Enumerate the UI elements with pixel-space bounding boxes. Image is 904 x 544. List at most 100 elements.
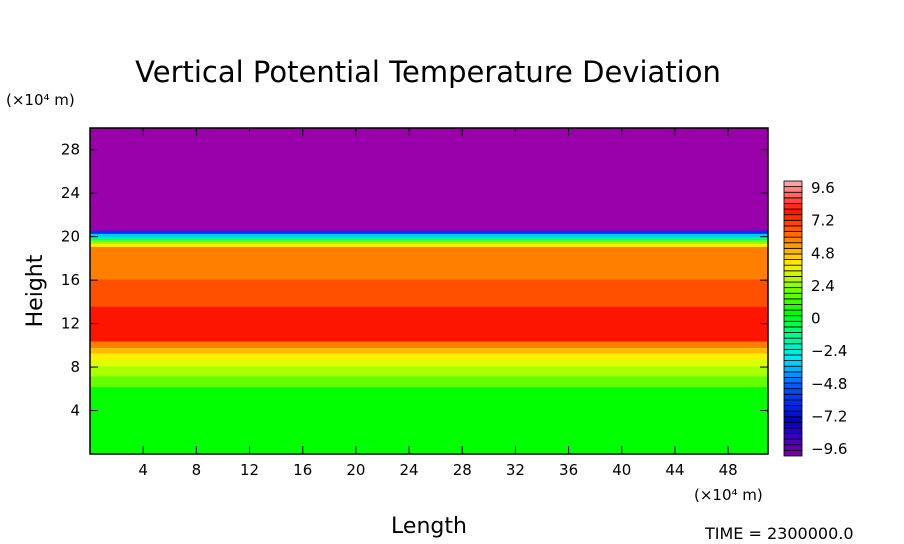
- colorbar-swatch: [783, 231, 803, 238]
- contour-band: [90, 352, 768, 359]
- colorbar-swatch: [783, 371, 803, 378]
- y-tick-label: 24: [61, 184, 80, 202]
- colorbar-label: 0: [811, 310, 821, 328]
- x-tick-label: 12: [240, 461, 259, 479]
- colorbar-swatch: [783, 360, 803, 367]
- colorbar-swatch: [783, 247, 803, 255]
- colorbar-swatch: [783, 259, 803, 266]
- plot-frame: [89, 127, 769, 455]
- x-tick-label: 20: [346, 461, 365, 479]
- y-tick-label: 16: [61, 271, 80, 289]
- y-unit: (×10⁴ m): [6, 91, 75, 109]
- contour-band: [90, 386, 768, 455]
- x-tick-label: 32: [506, 461, 525, 479]
- contour-band: [90, 128, 768, 231]
- y-tick-label: 20: [61, 228, 80, 246]
- colorbar-swatch: [783, 197, 803, 204]
- colorbar-label: −7.2: [811, 407, 847, 425]
- x-tick-label: 44: [665, 461, 684, 479]
- contour-band: [90, 230, 768, 234]
- colorbar-swatch: [783, 382, 803, 390]
- y-axis-label: Height: [23, 254, 48, 327]
- colorbar-swatch: [783, 309, 803, 317]
- colorbar-swatch: [783, 304, 803, 311]
- colorbar-swatch: [783, 298, 803, 305]
- x-unit: (×10⁴ m): [694, 486, 763, 504]
- colorbar-swatch: [783, 253, 803, 260]
- x-tick-label: 36: [559, 461, 578, 479]
- colorbar-swatch: [783, 365, 803, 373]
- x-tick-label: 8: [192, 461, 202, 479]
- colorbar-swatch: [783, 186, 803, 193]
- contour-band: [90, 340, 768, 349]
- colorbar-swatch: [783, 270, 803, 277]
- colorbar-swatch: [783, 421, 803, 429]
- colorbar-swatch: [783, 225, 803, 232]
- colorbar-swatch: [783, 388, 803, 395]
- contour-band: [90, 347, 768, 354]
- colorbar-label: 7.2: [811, 212, 835, 230]
- colorbar-swatch: [783, 449, 803, 457]
- x-tick-label: 48: [719, 461, 738, 479]
- colorbar-swatch: [783, 242, 803, 249]
- colorbar-label: −2.4: [811, 342, 847, 360]
- y-tick-label: 28: [61, 141, 80, 159]
- x-tick-label: 16: [293, 461, 312, 479]
- contour-band: [90, 246, 768, 280]
- colorbar-swatch: [783, 410, 803, 418]
- y-tick-label: 4: [70, 402, 80, 420]
- colorbar-swatch: [783, 399, 803, 406]
- colorbar-swatch: [783, 326, 803, 333]
- colorbar-swatch: [783, 287, 803, 294]
- colorbar-swatch: [783, 405, 803, 412]
- colorbar-label: −4.8: [811, 375, 847, 393]
- colorbar-swatch: [783, 219, 803, 227]
- time-label: TIME = 2300000.0: [704, 524, 854, 543]
- colorbar-swatch: [783, 332, 803, 339]
- colorbar-swatch: [783, 438, 803, 446]
- colorbar-label: 9.6: [811, 179, 835, 197]
- x-axis-label: Length: [391, 514, 467, 539]
- colorbar-swatch: [783, 393, 803, 401]
- colorbar-swatch: [783, 191, 803, 199]
- y-tick-label: 8: [70, 358, 80, 376]
- colorbar-swatch: [783, 433, 803, 440]
- contour-band: [90, 365, 768, 377]
- colorbar-swatch: [783, 354, 803, 361]
- contour-band: [90, 243, 768, 247]
- colorbar-swatch: [783, 444, 803, 451]
- x-tick-label: 4: [138, 461, 148, 479]
- contour-band: [90, 375, 768, 388]
- colorbar-swatch: [783, 236, 803, 244]
- colorbar-swatch: [783, 320, 803, 328]
- colorbar-swatch: [783, 348, 803, 356]
- contour-band: [90, 306, 768, 342]
- contour-band: [90, 239, 768, 244]
- chart-title: Vertical Potential Temperature Deviation: [135, 55, 721, 89]
- x-tick-label: 24: [400, 461, 419, 479]
- contour-band: [90, 358, 768, 367]
- colorbar-swatch: [783, 264, 803, 272]
- colorbar-swatch: [783, 180, 803, 188]
- colorbar-swatch: [783, 416, 803, 423]
- colorbar-swatch: [783, 343, 803, 350]
- colorbar-swatch: [783, 377, 803, 384]
- contour-band: [90, 233, 768, 238]
- colorbar-swatch: [783, 315, 803, 322]
- colorbar-swatch: [783, 208, 803, 216]
- colorbar-swatch: [783, 427, 803, 434]
- colorbar-label: −9.6: [811, 440, 847, 458]
- contour-band: [90, 236, 768, 241]
- colorbar-swatch: [783, 292, 803, 300]
- y-tick-label: 12: [61, 315, 80, 333]
- contour-band: [90, 279, 768, 307]
- colorbar-label: 2.4: [811, 277, 835, 295]
- colorbar-swatch: [783, 214, 803, 221]
- colorbar-swatch: [783, 281, 803, 289]
- colorbar-swatch: [783, 203, 803, 210]
- colorbar-swatch: [783, 337, 803, 345]
- colorbar-swatch: [783, 276, 803, 283]
- x-tick-label: 28: [453, 461, 472, 479]
